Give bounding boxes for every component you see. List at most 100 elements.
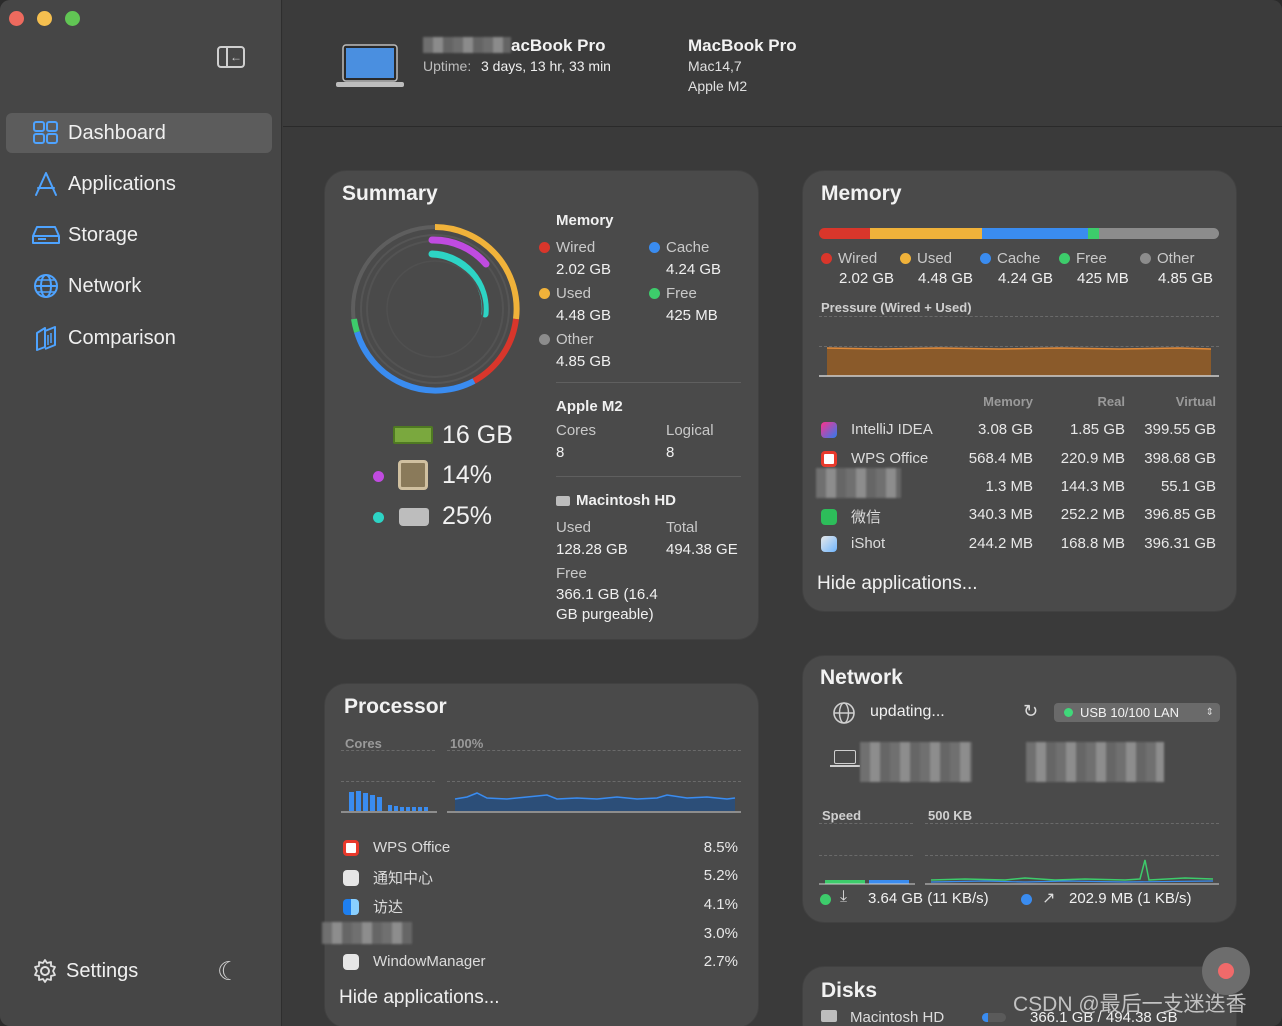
laptop-small-icon <box>834 750 856 764</box>
network-speed-chart <box>925 859 1219 885</box>
summary-ring-chart <box>351 224 520 394</box>
network-status: updating... <box>870 703 945 720</box>
disk-free-label: Free <box>556 565 587 582</box>
ram-total: 16 GB <box>442 421 513 449</box>
chart-gridline <box>819 346 1219 347</box>
memory-legend-cache-value: 4.24 GB <box>998 270 1054 287</box>
cores-value: 8 <box>556 444 565 461</box>
sidebar-item-applications[interactable]: Applications <box>6 164 272 204</box>
usage-chart-label: 100% <box>450 736 484 751</box>
disk-free-value-line1: 366.1 GB (16.4 <box>556 586 658 603</box>
download-legend-dot <box>820 894 831 905</box>
settings-button[interactable]: Settings <box>32 958 138 984</box>
screen-record-button[interactable] <box>1202 947 1250 995</box>
col-virtual-header: Virtual <box>1175 394 1216 409</box>
chart-gridline <box>925 855 1219 856</box>
cores-label: Cores <box>556 422 597 439</box>
wps-office-icon <box>343 839 359 856</box>
chart-gridline <box>925 823 1219 824</box>
interface-status-dot <box>1064 708 1073 717</box>
logical-value: 8 <box>666 444 675 461</box>
disk-free-value-line2: GB purgeable) <box>556 606 654 623</box>
refresh-icon[interactable]: ↻ <box>1023 701 1039 721</box>
disk-used-label: Used <box>556 519 592 536</box>
col-memory-header: Memory <box>983 394 1033 409</box>
wired-value: 2.02 GB <box>556 261 612 278</box>
sidebar-item-label: Storage <box>68 223 139 246</box>
applications-icon <box>32 171 60 197</box>
download-arrow-icon: ⤓ <box>840 888 848 905</box>
memory-legend-free: Free <box>1059 250 1107 267</box>
sidebar-item-comparison[interactable]: Comparison <box>6 318 272 358</box>
close-window-button[interactable] <box>9 11 24 26</box>
upload-legend-dot <box>1021 894 1032 905</box>
upload-arrow-icon: ↗ <box>1042 890 1056 907</box>
memory-title: Memory <box>821 182 902 205</box>
memory-legend-used: Used <box>900 250 952 267</box>
disk-used-value: 128.28 GB <box>556 541 628 558</box>
sidebar-item-storage[interactable]: Storage <box>6 215 272 255</box>
wechat-icon <box>821 508 837 525</box>
gear-icon <box>32 958 58 984</box>
sidebar-item-dashboard[interactable]: Dashboard <box>6 113 272 153</box>
disk-percent: 25% <box>442 502 493 530</box>
ring-disk-arc <box>428 250 489 318</box>
disks-card <box>802 966 1237 1026</box>
chip-name: Apple M2 <box>688 78 748 94</box>
processor-card <box>324 683 759 1026</box>
cache-label: Cache <box>649 239 709 256</box>
divider <box>556 476 741 477</box>
pressure-label: Pressure (Wired + Used) <box>821 300 972 315</box>
cpu-chip-icon <box>398 460 428 490</box>
sidebar-item-label: Dashboard <box>68 121 166 144</box>
interface-select[interactable]: USB 10/100 LAN ⇕ <box>1054 703 1220 722</box>
bar-free-segment <box>1088 228 1099 239</box>
memory-legend-used-value: 4.48 GB <box>918 270 974 287</box>
logical-label: Logical <box>666 422 714 439</box>
model-id: Mac14,7 <box>688 58 742 74</box>
divider <box>556 382 741 383</box>
laptop-small-icon-base <box>830 765 860 767</box>
disk-legend-dot <box>373 512 384 523</box>
memory-pressure-chart <box>819 347 1219 377</box>
memory-hide-applications-button[interactable]: Hide applications... <box>817 573 978 594</box>
disk-total-label: Total <box>666 519 698 536</box>
device-name: acBook Pro <box>511 36 606 55</box>
zoom-window-button[interactable] <box>65 11 80 26</box>
wired-label: Wired <box>539 239 595 256</box>
sidebar-toggle-icon[interactable]: ← <box>217 46 245 68</box>
bar-cache-segment <box>982 228 1088 239</box>
cpu-legend-dot <box>373 471 384 482</box>
summary-title: Summary <box>342 182 438 205</box>
cpu-usage-chart <box>447 792 741 813</box>
disks-title: Disks <box>821 979 878 1002</box>
processor-hide-applications-button[interactable]: Hide applications... <box>339 987 500 1008</box>
minimize-window-button[interactable] <box>37 11 52 26</box>
settings-label: Settings <box>66 959 139 982</box>
used-label: Used <box>539 285 591 302</box>
uptime-label: Uptime: <box>423 58 472 74</box>
dashboard-icon <box>32 120 60 146</box>
summary-memory-heading: Memory <box>556 212 614 229</box>
disk-usage-text: 366.1 GB / 494.38 GB <box>1030 1009 1178 1026</box>
dark-mode-moon-icon[interactable]: ☾ <box>217 956 241 986</box>
wps-office-icon <box>821 450 837 467</box>
sidebar: ← Dashboard Applications Storage Network <box>0 0 282 1026</box>
sidebar-item-label: Comparison <box>68 326 176 349</box>
memory-legend-free-value: 425 MB <box>1077 270 1129 287</box>
ring-cpu-arc <box>428 236 490 268</box>
chart-gridline <box>341 781 435 782</box>
chart-gridline <box>447 750 741 751</box>
sidebar-item-network[interactable]: Network <box>6 266 272 306</box>
other-label: Other <box>539 331 594 348</box>
redacted-app-icon <box>816 468 901 498</box>
cores-chart-label: Cores <box>345 736 382 751</box>
chart-gridline <box>341 750 435 751</box>
bar-wired-segment <box>819 228 870 239</box>
window-manager-icon <box>343 953 359 970</box>
cache-value: 4.24 GB <box>666 261 722 278</box>
cpu-heading: Apple M2 <box>556 398 623 415</box>
chart-gridline <box>819 316 1219 317</box>
comparison-icon <box>32 325 60 351</box>
speed-scale-label: 500 KB <box>928 808 973 823</box>
